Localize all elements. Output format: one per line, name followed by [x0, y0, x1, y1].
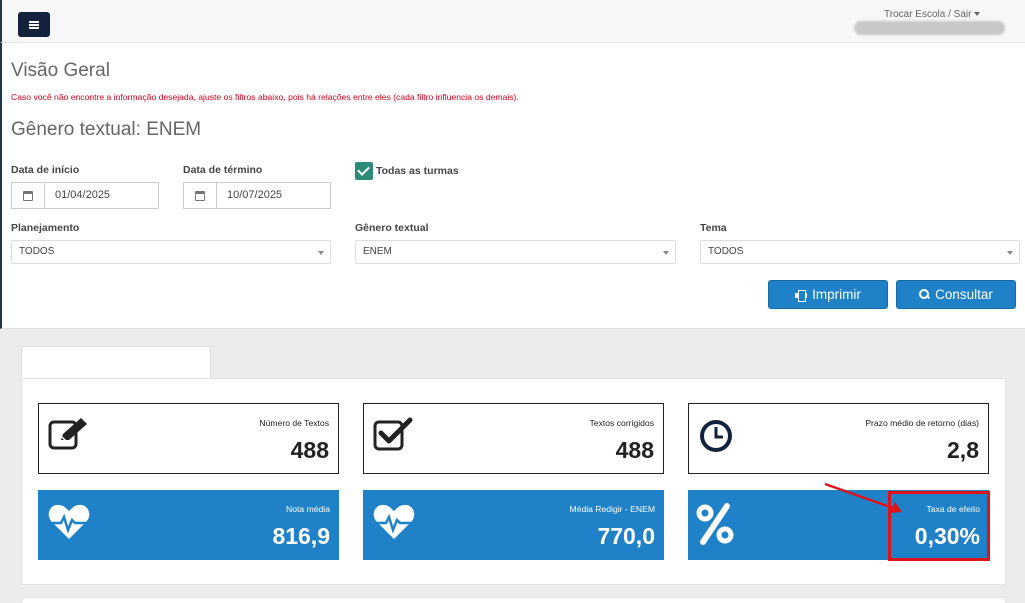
- stat-label: Média Redigir - ENEM: [569, 504, 655, 514]
- annotation-highlight-box: [888, 491, 990, 561]
- print-button[interactable]: Imprimir: [768, 280, 888, 309]
- stat-card-avg-grade: Nota média 816,9: [38, 490, 339, 560]
- planning-label: Planejamento: [11, 222, 80, 234]
- stat-value: 2,8: [947, 437, 979, 463]
- start-date-value: 01/04/2025: [55, 189, 111, 201]
- stat-value: 816,9: [272, 523, 330, 549]
- filter-warning: Caso você não encontre a informação dese…: [11, 92, 519, 102]
- heartbeat-icon: [373, 504, 415, 539]
- stat-label: Prazo médio de retorno (dias): [865, 418, 979, 428]
- stat-card-avg-return: Prazo médio de retorno (dias) 2,8: [688, 403, 989, 474]
- page-title: Visão Geral: [11, 60, 110, 81]
- query-button-label: Consultar: [935, 287, 993, 302]
- user-menu-label: Trocar Escola / Sair: [884, 9, 972, 20]
- results-tab[interactable]: [21, 346, 211, 379]
- edit-icon: [48, 418, 87, 450]
- search-icon: [919, 289, 930, 300]
- print-button-label: Imprimir: [812, 287, 861, 302]
- printer-icon: [795, 289, 808, 302]
- all-classes-label: Todas as turmas: [376, 165, 459, 177]
- calendar-icon: [23, 190, 33, 201]
- start-date-input[interactable]: 01/04/2025: [11, 182, 159, 209]
- hamburger-icon: [29, 20, 39, 29]
- stat-label: Textos corrigidos: [589, 418, 654, 428]
- stat-label: Nota média: [286, 504, 330, 514]
- genre-select[interactable]: ENEM: [355, 240, 676, 264]
- dropdown-arrow-icon: [663, 251, 669, 255]
- genre-value: ENEM: [363, 246, 392, 257]
- stat-value: 488: [290, 437, 329, 463]
- dropdown-arrow-icon: [1007, 251, 1013, 255]
- end-date-label: Data de término: [183, 164, 263, 176]
- theme-label: Tema: [700, 222, 727, 234]
- start-date-label: Data de início: [11, 164, 80, 176]
- stat-label: Taxa de efeito: [926, 504, 980, 514]
- page-subtitle: Gênero textual: ENEM: [11, 119, 202, 140]
- user-name-redacted: [854, 21, 1005, 35]
- stat-card-num-texts: Número de Textos 488: [38, 403, 339, 474]
- theme-value: TODOS: [708, 246, 744, 257]
- menu-toggle-button[interactable]: [18, 12, 50, 37]
- user-menu-link[interactable]: Trocar Escola / Sair: [884, 9, 981, 20]
- next-panel: [21, 597, 1006, 603]
- heartbeat-icon: [48, 504, 90, 539]
- clock-icon: [700, 420, 732, 452]
- all-classes-checkbox[interactable]: [355, 162, 373, 180]
- dropdown-arrow-icon: [318, 251, 324, 255]
- genre-label: Gênero textual: [355, 222, 429, 234]
- planning-select[interactable]: TODOS: [11, 240, 331, 264]
- end-date-input[interactable]: 10/07/2025: [183, 182, 331, 209]
- filter-panel: Visão Geral Caso você não encontre a inf…: [0, 43, 1025, 329]
- calendar-addon: [184, 183, 217, 208]
- stat-card-effect-rate: Taxa de efeito 0,30%: [688, 490, 989, 560]
- stat-card-corrected: Textos corrigidos 488: [363, 403, 664, 474]
- stat-value: 488: [615, 437, 654, 463]
- query-button[interactable]: Consultar: [896, 280, 1016, 309]
- checkbox-checked-icon: [373, 417, 413, 451]
- calendar-icon: [195, 190, 205, 201]
- stat-card-avg-redigir: Média Redigir - ENEM 770,0: [363, 490, 664, 560]
- planning-value: TODOS: [19, 246, 55, 257]
- stat-value: 0,30%: [914, 523, 980, 549]
- calendar-addon: [12, 183, 45, 208]
- caret-down-icon: [974, 12, 981, 17]
- stat-label: Número de Textos: [259, 418, 329, 428]
- percent-icon: [696, 503, 734, 545]
- end-date-value: 10/07/2025: [227, 189, 283, 201]
- stat-value: 770,0: [597, 523, 655, 549]
- theme-select[interactable]: TODOS: [700, 240, 1020, 264]
- top-bar: Trocar Escola / Sair: [0, 0, 1025, 43]
